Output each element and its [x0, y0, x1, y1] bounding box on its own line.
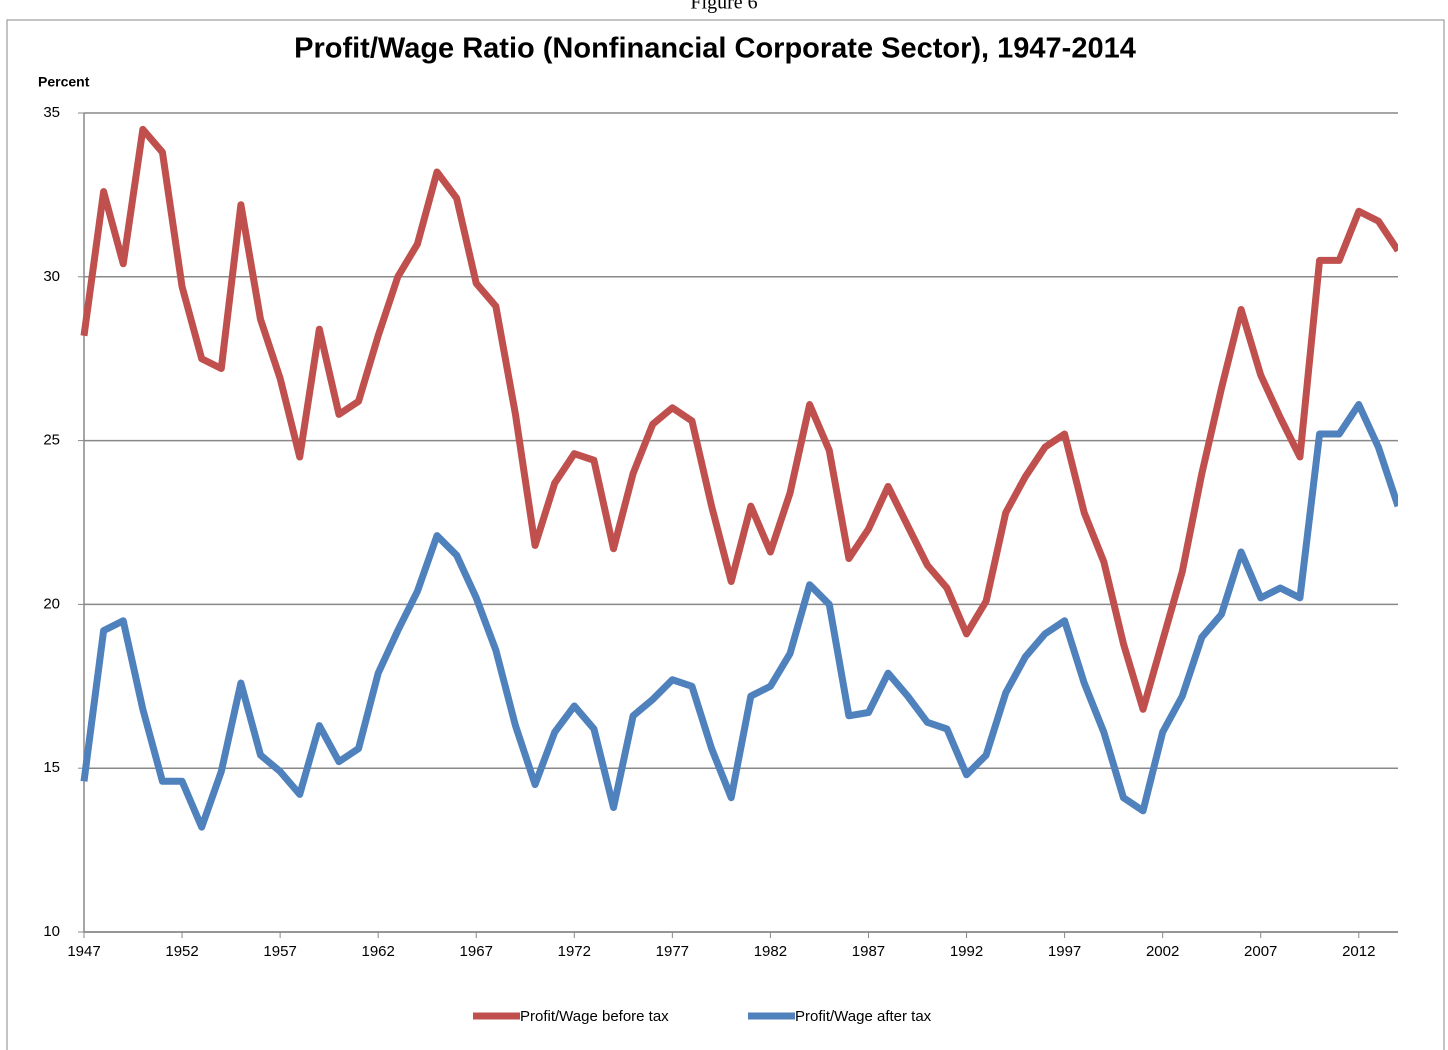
y-axis-label: Percent — [38, 74, 90, 90]
x-tick-label: 1967 — [460, 943, 493, 960]
x-tick-label: 1962 — [361, 943, 394, 960]
x-tick-label: 1957 — [263, 943, 296, 960]
y-tick-label: 30 — [43, 268, 60, 285]
chart-title: Profit/Wage Ratio (Nonfinancial Corporat… — [294, 33, 1136, 65]
figure-caption: Figure 6 — [690, 0, 757, 14]
legend-label: Profit/Wage after tax — [795, 1008, 932, 1025]
x-tick-label: 1997 — [1048, 943, 1081, 960]
x-tick-label: 1977 — [656, 943, 689, 960]
x-tick-label: 1982 — [754, 943, 787, 960]
y-tick-label: 35 — [43, 104, 60, 121]
x-tick-label: 2007 — [1244, 943, 1277, 960]
x-tick-label: 1952 — [165, 943, 198, 960]
x-tick-label: 1947 — [67, 943, 100, 960]
data-line — [80, 401, 1398, 831]
y-tick-label: 15 — [43, 759, 60, 776]
y-tick-label: 10 — [43, 923, 60, 940]
x-tick-label: 2012 — [1342, 943, 1375, 960]
chart-frame — [6, 19, 1445, 1050]
x-tick-label: 1972 — [558, 943, 591, 960]
x-tick-label: 2002 — [1146, 943, 1179, 960]
x-tick-label: 1987 — [852, 943, 885, 960]
x-tick-label: 1992 — [950, 943, 983, 960]
data-line — [80, 125, 1398, 713]
legend-label: Profit/Wage before tax — [520, 1008, 669, 1025]
y-tick-label: 25 — [43, 432, 60, 449]
y-tick-label: 20 — [43, 595, 60, 612]
